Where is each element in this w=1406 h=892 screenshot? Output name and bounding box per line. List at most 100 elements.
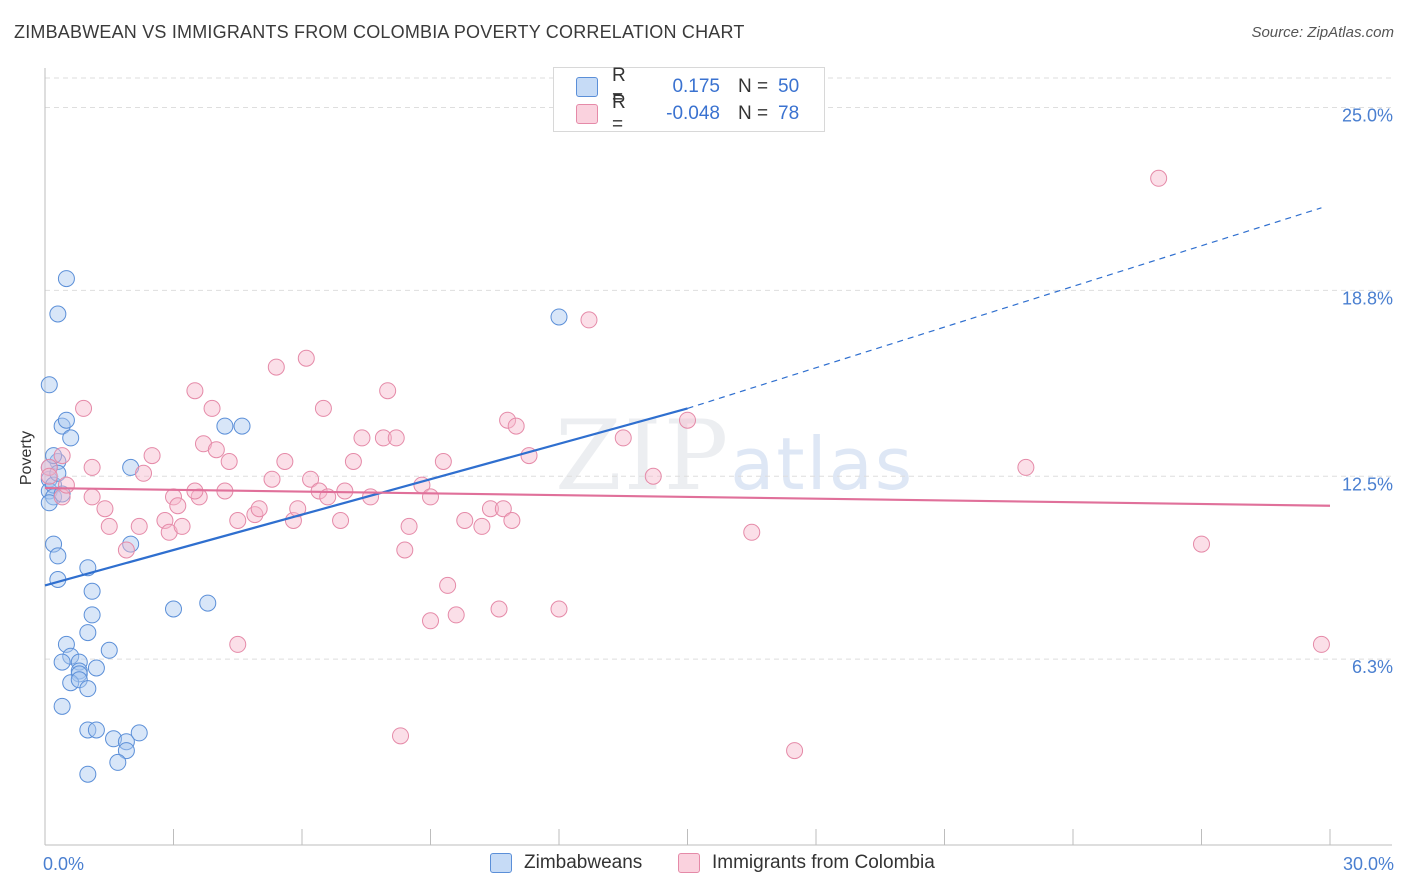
colombia-point bbox=[400, 517, 418, 535]
colombia-point bbox=[434, 453, 452, 470]
colombia-point bbox=[344, 453, 362, 470]
colombia-point bbox=[302, 470, 320, 488]
colombia-point bbox=[387, 429, 405, 447]
series-swatch-blue bbox=[490, 853, 512, 873]
colombia-point bbox=[314, 399, 332, 417]
colombia-point bbox=[499, 411, 517, 429]
colombia-point bbox=[143, 447, 161, 465]
colombia-point bbox=[374, 429, 392, 447]
colombia-point bbox=[1150, 169, 1168, 187]
colombia-point bbox=[130, 517, 148, 535]
correlation-legend: R = 0.175 N = 50 R = -0.048 N = 78 bbox=[553, 65, 825, 135]
legend-n-label: N = bbox=[738, 103, 769, 124]
colombia-point bbox=[614, 429, 632, 447]
colombia-point bbox=[1312, 635, 1330, 653]
zimbabwean-point bbox=[62, 429, 80, 447]
colombia-point bbox=[679, 411, 696, 429]
zimbabwean-point bbox=[100, 641, 118, 659]
colombia-point bbox=[336, 482, 354, 500]
colombia-point bbox=[40, 458, 58, 476]
colombia-point bbox=[422, 488, 439, 506]
colombia-point bbox=[117, 541, 135, 559]
legend-r-label: R = bbox=[612, 92, 626, 135]
zimbabwean-point bbox=[233, 417, 251, 435]
y-axis-title: Poverty bbox=[18, 431, 35, 485]
colombia-point bbox=[276, 453, 294, 470]
chart-title: ZIMBABWEAN VS IMMIGRANTS FROM COLOMBIA P… bbox=[14, 22, 745, 42]
colombia-point bbox=[644, 467, 662, 485]
watermark-atlas: atlas bbox=[730, 422, 915, 506]
colombia-point bbox=[229, 635, 247, 653]
zimbabwean-point bbox=[117, 733, 135, 751]
zimbabwean-point bbox=[79, 624, 97, 642]
legend-r-value: -0.048 bbox=[666, 103, 720, 124]
colombia-point bbox=[473, 517, 491, 535]
colombia-point bbox=[494, 500, 512, 518]
colombia-point bbox=[743, 523, 761, 541]
legend-n-value: 78 bbox=[778, 103, 800, 124]
x-tick-label: 0.0% bbox=[43, 854, 84, 874]
x-tick-label: 30.0% bbox=[1343, 854, 1394, 874]
zimbabwean-point bbox=[79, 765, 97, 783]
zimbabwean-point bbox=[49, 305, 67, 323]
colombia-point bbox=[250, 500, 268, 518]
colombia-point bbox=[83, 458, 101, 476]
colombia-point bbox=[490, 600, 508, 618]
zimbabwean-point bbox=[79, 721, 97, 739]
legend-n-label: N = bbox=[738, 76, 769, 97]
colombia-point bbox=[332, 512, 350, 529]
colombia-point bbox=[550, 600, 568, 618]
zimbabwean-point bbox=[62, 647, 80, 665]
colombia-point bbox=[503, 512, 521, 529]
colombia-point bbox=[297, 349, 315, 367]
zimbabwean-point bbox=[53, 697, 71, 715]
colombia-point bbox=[40, 467, 58, 485]
series-swatch-pink bbox=[678, 853, 700, 873]
zimbabwean-point bbox=[105, 730, 123, 748]
zimbabwean-point bbox=[49, 547, 67, 565]
colombia-point bbox=[173, 517, 191, 535]
colombia-point bbox=[580, 311, 598, 329]
colombia-point bbox=[422, 612, 439, 630]
colombia-point bbox=[169, 497, 187, 515]
colombia-trend-line bbox=[44, 486, 1331, 507]
zimbabwean-point bbox=[79, 680, 97, 698]
zimbabwean-point bbox=[87, 721, 105, 739]
colombia-point bbox=[392, 727, 410, 745]
legend-swatch-pink bbox=[576, 104, 598, 124]
colombia-point bbox=[439, 576, 457, 594]
zimbabwean-point bbox=[83, 582, 101, 600]
zimbabwean-trend-line bbox=[44, 407, 688, 587]
colombia-point bbox=[220, 453, 238, 470]
legend-row-zimbabweans: R = 0.175 N = 50 bbox=[576, 65, 799, 108]
zimbabwean-point bbox=[57, 270, 75, 288]
y-tick-label: 6.3% bbox=[1352, 657, 1393, 677]
colombia-point bbox=[57, 476, 75, 494]
colombia-point bbox=[100, 517, 118, 535]
colombia-point bbox=[83, 488, 101, 506]
y-tick-label: 25.0% bbox=[1342, 106, 1393, 126]
colombia-point bbox=[229, 512, 247, 529]
zimbabwean-point bbox=[83, 606, 101, 624]
colombia-point bbox=[186, 382, 204, 400]
colombia-point bbox=[379, 382, 397, 400]
colombia-point bbox=[53, 447, 71, 465]
colombia-point bbox=[353, 429, 371, 447]
series-label-zimbabweans: Zimbabweans bbox=[524, 852, 643, 873]
series-legend-zimbabweans[interactable]: Zimbabweans bbox=[490, 852, 642, 874]
colombia-point bbox=[456, 512, 474, 529]
zimbabwean-point bbox=[130, 724, 148, 742]
zimbabwean-point bbox=[70, 665, 88, 683]
watermark: ZIPatlas bbox=[555, 400, 914, 512]
colombia-point bbox=[135, 464, 153, 482]
series-label-colombia: Immigrants from Colombia bbox=[712, 852, 935, 873]
zimbabwean-point bbox=[87, 659, 105, 677]
y-tick-label: 12.5% bbox=[1342, 474, 1393, 494]
colombia-point bbox=[263, 470, 281, 488]
y-tick-label: 18.8% bbox=[1342, 288, 1393, 308]
colombia-point bbox=[396, 541, 414, 559]
zimbabwean-point bbox=[70, 653, 88, 671]
series-legend-colombia[interactable]: Immigrants from Colombia bbox=[678, 852, 935, 874]
zimbabwean-point bbox=[40, 376, 58, 394]
zimbabwean-point bbox=[117, 742, 135, 760]
